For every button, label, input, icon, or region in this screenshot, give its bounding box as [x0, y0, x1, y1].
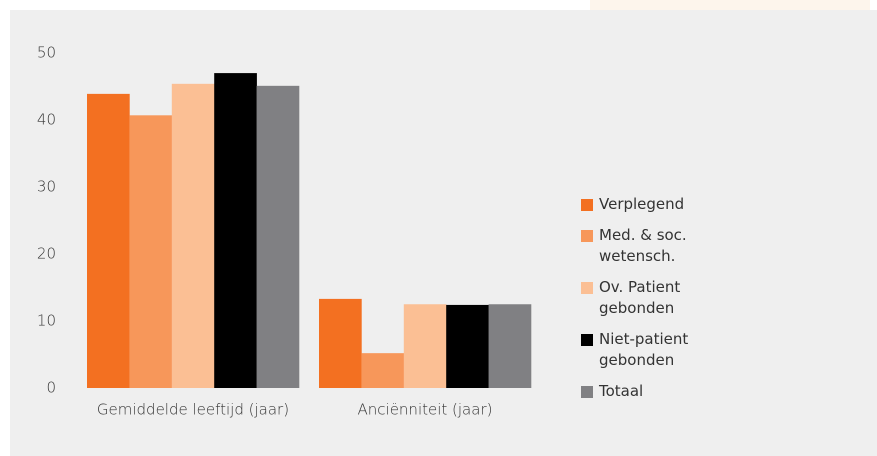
legend-label: Totaal [599, 382, 644, 400]
legend-swatch [581, 282, 593, 294]
legend-item: Niet-patient gebonden [581, 329, 711, 371]
y-tick-label: 50 [37, 44, 56, 62]
y-tick-label: 30 [37, 178, 56, 196]
bar [403, 304, 447, 388]
legend-swatch [581, 334, 593, 346]
legend-label: Verplegend [599, 195, 685, 213]
x-tick-label: Gemiddelde leeftijd (jaar) [97, 401, 289, 419]
y-tick-label: 20 [37, 245, 56, 263]
legend-label: Ov. Patient gebonden [599, 278, 681, 317]
legend-swatch [581, 386, 593, 398]
y-tick-label: 10 [37, 312, 56, 330]
legend: Verplegend Med. & soc. wetensch. Ov. Patie… [581, 194, 711, 412]
legend-item: Med. & soc. wetensch. [581, 225, 711, 267]
top-strip [590, 0, 870, 10]
bar [129, 115, 173, 388]
legend-item: Totaal [581, 381, 711, 402]
legend-label: Med. & soc. wetensch. [599, 226, 687, 265]
legend-swatch [581, 199, 593, 211]
bar [256, 85, 300, 388]
bar [171, 83, 215, 388]
legend-item: Verplegend [581, 194, 711, 215]
bar [446, 304, 489, 388]
legend-item: Ov. Patient gebonden [581, 277, 711, 319]
bar [214, 73, 257, 388]
y-tick-label: 40 [37, 111, 56, 129]
bar [361, 353, 405, 388]
legend-label: Niet-patient gebonden [599, 330, 689, 369]
y-tick-label: 0 [46, 379, 56, 397]
bar [488, 304, 532, 388]
legend-swatch [581, 230, 593, 242]
x-tick-label: Anciënniteit (jaar) [358, 401, 493, 419]
bar [319, 298, 362, 388]
bar [87, 93, 130, 389]
